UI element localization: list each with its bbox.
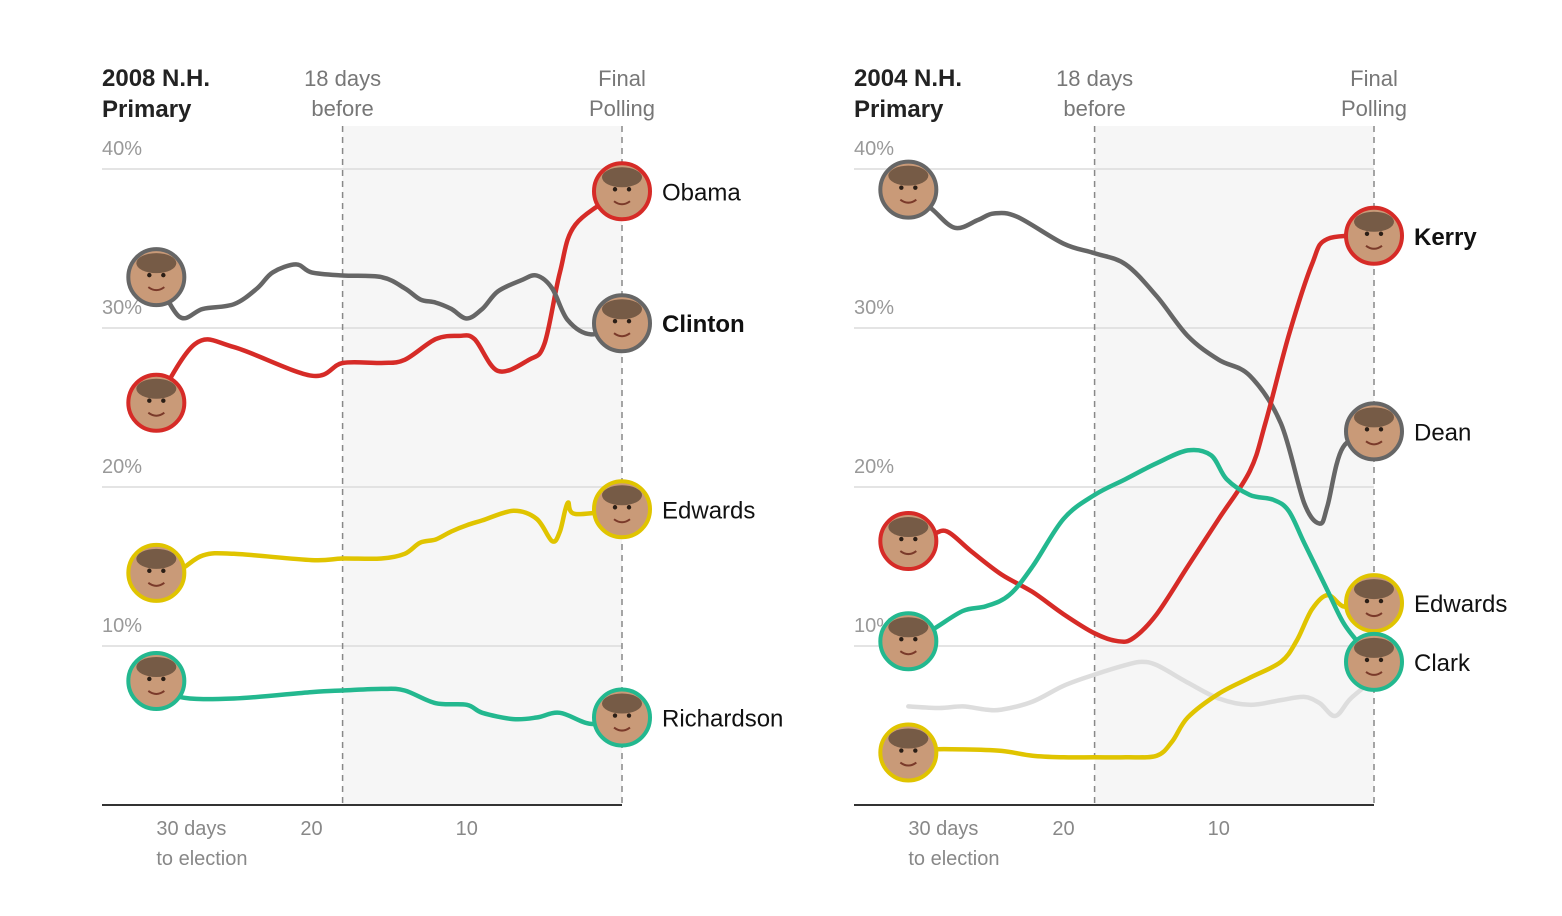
- series-line-clinton: [154, 262, 625, 337]
- clark-avatar-end: [1344, 631, 1404, 692]
- series-label-clark: Clark: [1414, 650, 1471, 677]
- final-polling-label: Final: [598, 66, 646, 91]
- x-tick-label: 10: [1208, 818, 1230, 840]
- edwards-avatar-start: [126, 542, 187, 603]
- marker-label: 18 days: [304, 66, 381, 91]
- final-polling-label: Polling: [1341, 96, 1407, 121]
- series-label-edwards: Edwards: [662, 497, 755, 524]
- y-tick-label: 20%: [102, 456, 142, 478]
- edwards-avatar-end: [1344, 573, 1404, 634]
- kerry-avatar-end: [1344, 205, 1404, 266]
- x-tick-label: 30 days: [908, 818, 978, 840]
- edwards-avatar-end: [592, 479, 652, 540]
- kerry-avatar-start: [878, 511, 939, 572]
- y-tick-label: 30%: [854, 297, 894, 319]
- series-label-edwards: Edwards: [1414, 591, 1507, 618]
- series-line-other: [906, 659, 1377, 719]
- y-tick-label: 10%: [102, 615, 142, 637]
- series-label-kerry: Kerry: [1414, 224, 1477, 251]
- x-tick-label: to election: [908, 848, 999, 870]
- y-tick-label: 30%: [102, 297, 142, 319]
- series-line-clark: [906, 447, 1377, 665]
- marker-label: 18 days: [1056, 66, 1133, 91]
- panel-title: Primary: [854, 96, 944, 123]
- x-tick-label: 10: [456, 818, 478, 840]
- panel-title: 2008 N.H.: [102, 65, 210, 92]
- series-line-edwards: [906, 592, 1377, 760]
- panel-title: 2004 N.H.: [854, 65, 962, 92]
- series-label-clinton: Clinton: [662, 311, 745, 338]
- series-label-richardson: Richardson: [662, 706, 783, 733]
- clinton-avatar-end: [592, 293, 652, 354]
- y-tick-label: 40%: [854, 138, 894, 160]
- panel-title: Primary: [102, 96, 192, 123]
- x-tick-label: 20: [300, 818, 322, 840]
- final-polling-label: Polling: [589, 96, 655, 121]
- shaded-window: [342, 126, 622, 805]
- series-line-obama: [154, 189, 625, 405]
- marker-label: before: [311, 96, 373, 121]
- edwards-avatar-start: [878, 722, 939, 783]
- series-line-edwards: [154, 500, 625, 576]
- series-label-obama: Obama: [662, 179, 741, 206]
- obama-avatar-end: [592, 161, 652, 222]
- y-tick-label: 20%: [854, 456, 894, 478]
- clinton-avatar-start: [126, 247, 187, 308]
- y-tick-label: 40%: [102, 138, 142, 160]
- richardson-avatar-start: [126, 650, 187, 711]
- marker-label: before: [1063, 96, 1125, 121]
- clark-avatar-start: [878, 611, 939, 672]
- final-polling-label: Final: [1350, 66, 1398, 91]
- x-tick-label: 20: [1052, 818, 1074, 840]
- dean-avatar-start: [878, 159, 939, 220]
- panel-1: 40% 30% 20% 10% 2008 N.H. Primary 18 days befor…: [102, 65, 783, 870]
- series-line-dean: [906, 187, 1377, 526]
- series-label-dean: Dean: [1414, 419, 1471, 446]
- series-line-kerry: [906, 233, 1377, 645]
- x-tick-label: 30 days: [156, 818, 226, 840]
- richardson-avatar-end: [592, 687, 652, 748]
- x-tick-label: to election: [156, 848, 247, 870]
- obama-avatar-start: [126, 372, 187, 433]
- dean-avatar-end: [1344, 401, 1404, 462]
- series-line-richardson: [154, 678, 625, 727]
